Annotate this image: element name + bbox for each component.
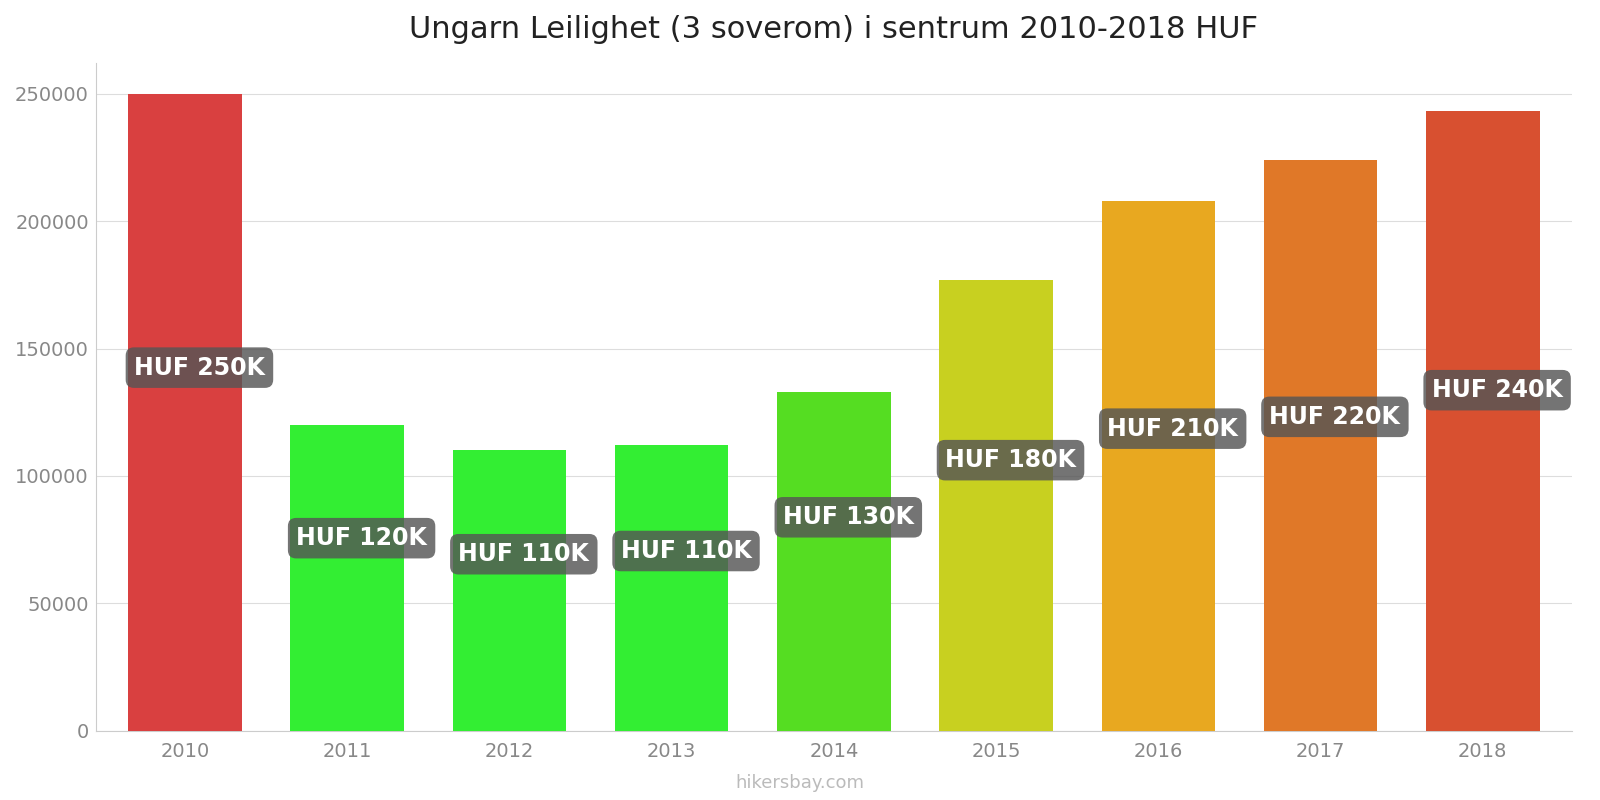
Bar [291,425,405,731]
Bar [778,392,891,731]
Bar [453,450,566,731]
Title: Ungarn Leilighet (3 soverom) i sentrum 2010-2018 HUF: Ungarn Leilighet (3 soverom) i sentrum 2… [410,15,1259,44]
Text: hikersbay.com: hikersbay.com [736,774,864,792]
Text: HUF 220K: HUF 220K [1269,405,1400,429]
Text: HUF 180K: HUF 180K [946,448,1077,472]
Bar [939,280,1053,731]
Text: HUF 120K: HUF 120K [296,526,427,550]
Bar [1101,201,1214,731]
Bar [614,446,728,731]
Text: HUF 240K: HUF 240K [1432,378,1563,402]
Bar [128,94,242,731]
Text: HUF 250K: HUF 250K [134,356,266,380]
Text: HUF 130K: HUF 130K [782,506,914,530]
Text: HUF 110K: HUF 110K [458,542,589,566]
Text: HUF 210K: HUF 210K [1107,417,1238,441]
Bar [1264,160,1378,731]
Bar [1426,111,1539,731]
Text: HUF 110K: HUF 110K [621,539,752,563]
